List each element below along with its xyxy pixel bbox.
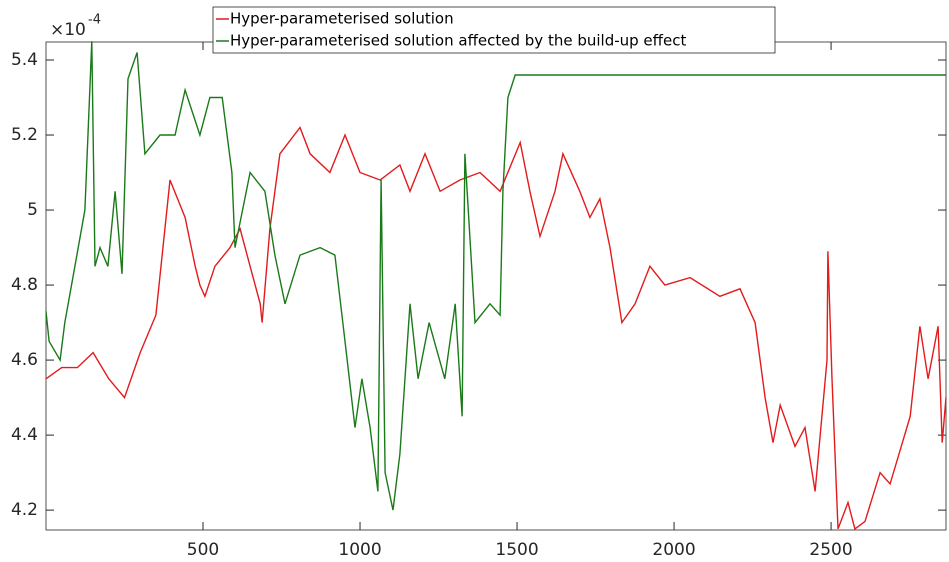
exponent-base: ×10 — [50, 20, 86, 40]
y-tick-label: 4.6 — [11, 350, 38, 370]
legend-box — [212, 6, 776, 54]
series-line — [45, 41, 946, 511]
legend-label: Hyper-parameterised solution affected by… — [230, 32, 686, 50]
y-tick-label: 5.4 — [11, 50, 38, 70]
exponent: -4 — [88, 13, 101, 28]
y-tick-label: 5 — [27, 200, 38, 220]
y-tick-label: 4.2 — [11, 500, 38, 520]
x-tick-label: 2000 — [652, 540, 695, 560]
x-tick-label: 1000 — [338, 540, 381, 560]
plot-area — [45, 41, 947, 531]
y-tick-label: 4.4 — [11, 425, 38, 445]
x-tick-label: 1500 — [495, 540, 538, 560]
y-tick-label: 4.8 — [11, 275, 38, 295]
x-tick-label: 2500 — [809, 540, 852, 560]
series-line — [45, 126, 947, 531]
x-tick-label: 500 — [187, 540, 219, 560]
y-tick-label: 5.2 — [11, 125, 38, 145]
legend-label: Hyper-parameterised solution — [230, 10, 454, 28]
